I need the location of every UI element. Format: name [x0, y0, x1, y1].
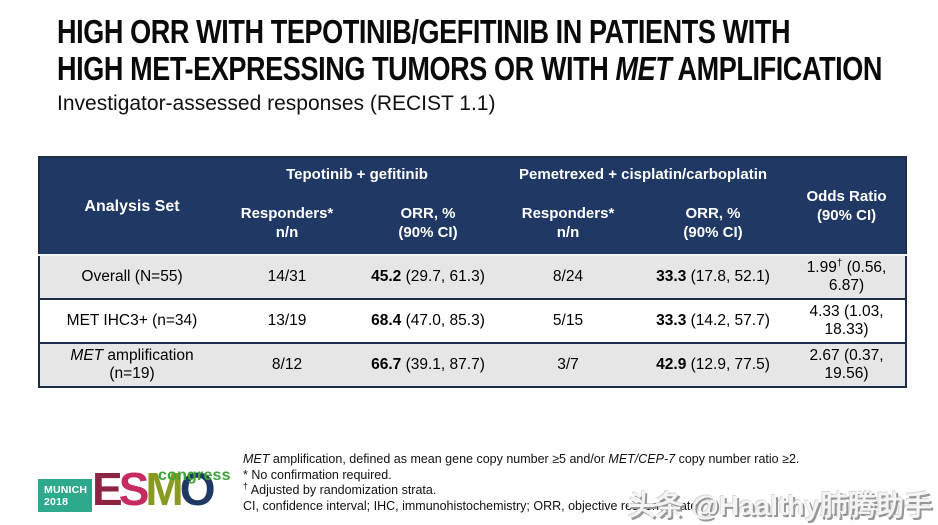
row-label: MET amplification (n=19) [70, 347, 194, 382]
cell-tep-responders: 13/19 [267, 312, 307, 329]
row-label: Overall (N=55) [81, 268, 183, 285]
cell-odds-ratio: 4.33 (1.03, 18.33) [809, 303, 884, 338]
cell-pem-orr: 33.3 (17.8, 52.1) [656, 268, 770, 285]
table-row-met-ihc3: MET IHC3+ (n=34) 13/19 68.4 (47.0, 85.3)… [39, 299, 907, 343]
year-label: 2018 [44, 496, 69, 508]
table-header: Analysis Set Tepotinib + gefitinib Pemet… [39, 157, 907, 255]
congress-label: congress [158, 467, 231, 484]
col-header-responders-tepotinib: Responders* n/n [216, 191, 358, 255]
title-met-italic: MET [615, 50, 672, 87]
footnotes: MET amplification, defined as mean gene … [243, 452, 799, 514]
cell-pem-orr: 42.9 (12.9, 77.5) [656, 356, 770, 373]
munich-2018-badge: MUNICH 2018 [38, 479, 92, 512]
title-line-1: HIGH ORR WITH TEPOTINIB/GEFITINIB IN PAT… [57, 13, 791, 50]
col-header-responders-pemetrexed: Responders* n/n [498, 191, 639, 255]
haalthy-watermark: 头条 @Haalthy肺腾助手 [627, 490, 932, 521]
col-header-analysis-set: Analysis Set [39, 157, 216, 255]
title-line-2: HIGH MET-EXPRESSING TUMORS OR WITH MET A… [57, 50, 882, 87]
col-header-odds-ratio: Odds Ratio (90% CI) [788, 157, 907, 255]
row-label: MET IHC3+ (n=34) [66, 312, 198, 329]
col-group-tepotinib-gefitinib: Tepotinib + gefitinib [216, 157, 499, 191]
cell-pem-responders: 5/15 [552, 312, 584, 329]
esmo-letter-s: S [118, 463, 150, 515]
title-line-2-end: AMPLIFICATION [671, 50, 883, 87]
esmo-letter-o: O [179, 463, 216, 515]
munich-label: MUNICH [44, 484, 88, 496]
esmo-congress-logo: MUNICH 2018 ESMO congress [38, 463, 238, 522]
col-group-pemetrexed-cisplatin-carboplatin: Pemetrexed + cisplatin/carboplatin [498, 157, 789, 191]
esmo-wordmark: ESMO [92, 463, 216, 515]
footnote-no-confirmation: * No confirmation required. [243, 467, 392, 482]
cell-tep-orr: 68.4 (47.0, 85.3) [371, 312, 485, 329]
esmo-letter-m: M [145, 463, 183, 515]
title-line-2-text: HIGH MET-EXPRESSING TUMORS OR WITH [57, 50, 616, 87]
cell-pem-responders: 8/24 [552, 268, 584, 285]
cell-odds-ratio: 2.67 (0.37, 19.56) [809, 347, 884, 382]
footnote-adjusted: † Adjusted by randomization strata. [243, 481, 437, 498]
footnote-met-amplification: MET amplification, defined as mean gene … [243, 452, 800, 466]
cell-pem-responders: 3/7 [557, 356, 579, 373]
footnote-abbreviations: CI, confidence interval; IHC, immunohist… [243, 498, 701, 513]
slide-title: HIGH ORR WITH TEPOTINIB/GEFITINIB IN PAT… [57, 13, 882, 87]
slide-subtitle: Investigator-assessed responses (RECIST … [57, 92, 496, 115]
table-row-overall: Overall (N=55) 14/31 45.2 (29.7, 61.3) 8… [39, 255, 907, 299]
table-row-met-amplification: MET amplification (n=19) 8/12 66.7 (39.1… [39, 343, 907, 387]
cell-odds-ratio: 1.99† (0.56, 6.87) [806, 257, 887, 294]
results-table: Analysis Set Tepotinib + gefitinib Pemet… [38, 156, 908, 388]
esmo-letter-e: E [92, 463, 123, 515]
cell-tep-responders: 14/31 [267, 268, 307, 285]
cell-tep-orr: 45.2 (29.7, 61.3) [371, 268, 485, 285]
cell-tep-orr: 66.7 (39.1, 87.7) [371, 356, 485, 373]
col-header-orr-pemetrexed: ORR, % (90% CI) [638, 191, 789, 255]
col-header-orr-tepotinib: ORR, % (90% CI) [358, 191, 499, 255]
cell-pem-orr: 33.3 (14.2, 57.7) [656, 312, 770, 329]
cell-tep-responders: 8/12 [271, 356, 303, 373]
